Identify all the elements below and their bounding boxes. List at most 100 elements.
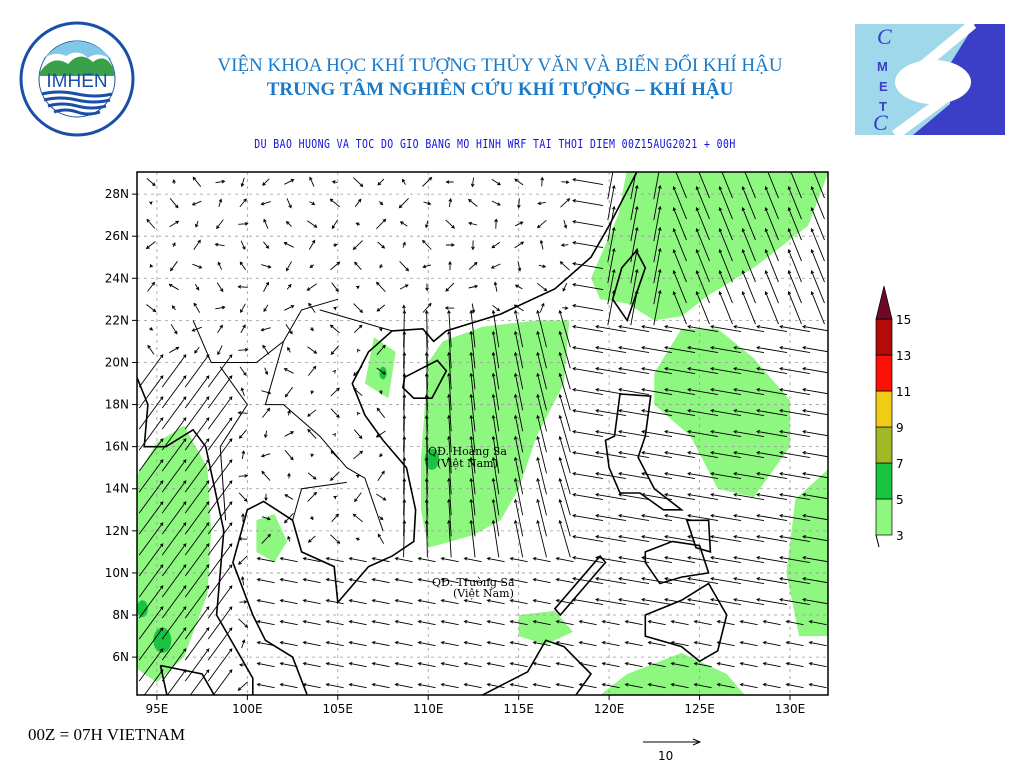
wind-arrow — [802, 471, 828, 479]
wind-arrow — [618, 492, 650, 501]
wind-arrow — [595, 471, 627, 480]
wind-arrow — [161, 438, 187, 472]
wind-arrow — [469, 372, 476, 411]
wind-arrow — [802, 387, 828, 395]
wind-arrow — [331, 219, 339, 230]
wind-arrow — [739, 619, 758, 626]
wind-arrow — [641, 597, 673, 606]
wind-arrow — [647, 619, 666, 626]
wind-arrow — [440, 661, 459, 668]
wind-arrow — [560, 198, 571, 208]
wind-arrow — [353, 387, 363, 397]
wind-arrow — [357, 348, 361, 353]
wind-arrow — [572, 534, 604, 543]
wind-arrow — [532, 661, 551, 668]
wind-arrow — [647, 682, 666, 689]
wind-arrow — [263, 241, 270, 249]
wind-3-5-region — [364, 337, 396, 399]
wind-arrow — [790, 172, 802, 199]
wind-arrow — [537, 282, 548, 292]
wind-arrow — [538, 264, 547, 269]
wind-arrow — [693, 640, 712, 647]
imhen-logo: IMHEN — [18, 20, 136, 138]
wind-arrow — [402, 309, 407, 348]
wind-arrow — [371, 556, 390, 563]
wind-arrow — [664, 471, 696, 480]
wind-arrow — [756, 597, 788, 606]
wind-arrow — [348, 598, 367, 605]
wind-arrow — [216, 219, 224, 230]
wind-arrow — [741, 228, 756, 262]
wind-arrow — [285, 324, 293, 335]
wind-5-7-region — [137, 600, 148, 618]
wind-arrow — [261, 390, 272, 395]
wind-arrow — [217, 345, 223, 356]
wind-arrow — [424, 498, 429, 537]
wind-arrow — [572, 240, 604, 249]
wind-arrow — [733, 534, 765, 543]
wind-arrow — [756, 345, 788, 354]
wind-arrow — [779, 450, 811, 459]
wind-arrow — [693, 661, 712, 668]
wind-arrow — [262, 407, 271, 418]
wind-arrow — [718, 207, 733, 241]
wind-arrow — [138, 417, 164, 451]
wind-arrow — [595, 387, 627, 396]
wind-arrow — [307, 491, 318, 502]
wind-arrow — [238, 429, 247, 439]
wind-arrow — [256, 556, 275, 563]
wind-arrow — [207, 354, 233, 388]
wind-arrow — [540, 176, 545, 187]
wind-arrow — [693, 682, 712, 689]
wind-arrow — [539, 239, 544, 250]
wind-arrow — [463, 556, 482, 563]
wind-arrow — [161, 648, 187, 682]
wind-arrow — [207, 543, 233, 577]
coastline — [232, 172, 638, 695]
wind-arrow — [447, 498, 452, 537]
wind-arrow — [445, 219, 455, 229]
wind-arrow — [440, 598, 459, 605]
wind-arrow — [261, 533, 271, 544]
wind-3-5-region — [786, 469, 828, 637]
wind-arrow — [424, 372, 429, 411]
wind-arrow — [630, 172, 637, 200]
wind-arrow — [308, 302, 316, 313]
wind-arrow — [309, 176, 315, 187]
wind-arrow — [687, 576, 719, 585]
wind-arrow — [664, 450, 696, 459]
wind-arrow — [217, 261, 223, 270]
wind-arrow — [558, 372, 571, 411]
wind-arrow — [286, 283, 292, 290]
wind-arrow — [238, 618, 249, 628]
wind-arrow — [536, 435, 547, 474]
wind-arrow — [307, 472, 317, 480]
wind-arrow — [779, 597, 811, 606]
wind-arrow — [672, 207, 687, 241]
border — [319, 309, 393, 332]
wind-arrow — [240, 387, 245, 397]
wind-arrow — [352, 513, 363, 523]
wind-5-7-region — [379, 366, 387, 380]
wind-arrow — [555, 556, 574, 563]
wind-arrow — [491, 330, 500, 369]
wind-arrow — [558, 330, 571, 369]
wind-arrow — [463, 598, 482, 605]
wind-arrow — [670, 682, 689, 689]
wind-arrow — [739, 640, 758, 647]
wind-arrow — [733, 408, 765, 417]
wind-arrow — [630, 184, 639, 221]
wind-arrow — [641, 471, 673, 480]
wind-arrow — [256, 682, 275, 689]
wind-arrow — [256, 640, 275, 647]
wind-arrow — [284, 387, 293, 398]
wind-arrow — [184, 606, 210, 640]
wind-arrow — [810, 270, 825, 304]
wind-arrow — [787, 228, 802, 262]
wind-arrow — [664, 576, 696, 585]
wind-arrow — [779, 429, 811, 438]
wind-3-5-region — [591, 172, 828, 321]
wind-arrow — [710, 555, 742, 564]
wind-arrow — [184, 354, 210, 388]
wind-arrow — [513, 519, 524, 558]
